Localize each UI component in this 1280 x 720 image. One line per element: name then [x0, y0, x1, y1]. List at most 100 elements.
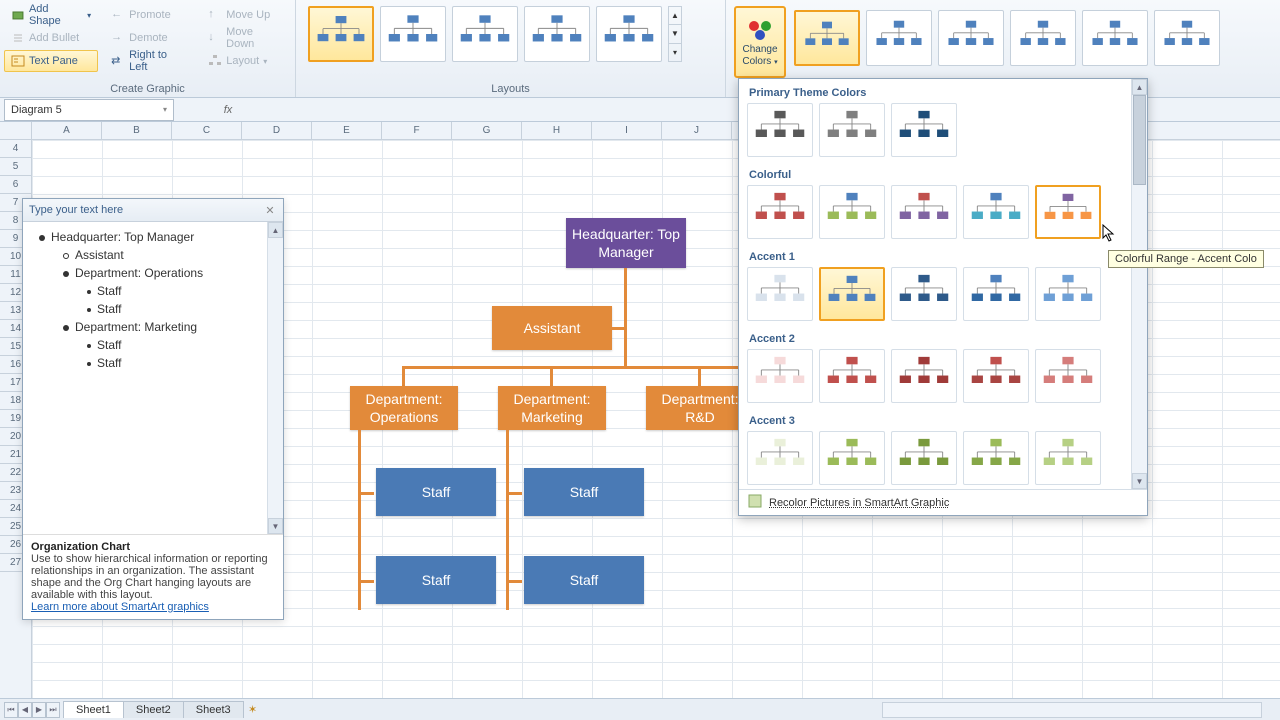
gallery-color-item[interactable] [819, 103, 885, 157]
move-down-icon: ↓ [208, 31, 222, 45]
col-header[interactable]: G [452, 122, 522, 139]
row-header[interactable]: 5 [0, 158, 31, 176]
new-sheet-button[interactable]: ✶ [244, 703, 262, 716]
text-pane-item[interactable]: Staff [27, 336, 279, 354]
color-tooltip: Colorful Range - Accent Colo [1108, 250, 1264, 268]
horizontal-scrollbar[interactable] [882, 702, 1262, 718]
col-header[interactable]: C [172, 122, 242, 139]
gallery-color-item[interactable] [891, 267, 957, 321]
gallery-color-item[interactable] [747, 267, 813, 321]
tab-nav[interactable]: ⏮◀▶⏭ [0, 702, 64, 718]
col-header[interactable]: E [312, 122, 382, 139]
col-header[interactable]: A [32, 122, 102, 139]
gallery-color-item[interactable] [891, 349, 957, 403]
layout-thumb-0[interactable] [308, 6, 374, 62]
move-up-button[interactable]: ↑Move Up [201, 4, 291, 26]
rtl-icon: ⇄ [111, 54, 125, 68]
node-staff[interactable]: Staff [376, 556, 496, 604]
node-hq[interactable]: Headquarter: Top Manager [566, 218, 686, 268]
add-bullet-button[interactable]: Add Bullet [4, 27, 98, 49]
create-graphic-label: Create Graphic [4, 81, 291, 97]
gallery-color-item[interactable] [1035, 185, 1101, 239]
style-thumb-0[interactable] [794, 10, 860, 66]
learn-more-link[interactable]: Learn more about SmartArt graphics [31, 601, 209, 613]
gallery-color-item[interactable] [1035, 349, 1101, 403]
sheet-tab[interactable]: Sheet2 [123, 701, 184, 718]
node-dept-ops[interactable]: Department: Operations [350, 386, 458, 430]
text-pane-button[interactable]: Text Pane [4, 50, 98, 72]
layout-thumb-4[interactable] [596, 6, 662, 62]
style-thumb-2[interactable] [938, 10, 1004, 66]
style-thumb-3[interactable] [1010, 10, 1076, 66]
gallery-section-label: Accent 2 [747, 329, 1123, 347]
color-gallery: Primary Theme ColorsColorfulAccent 1Acce… [738, 78, 1148, 516]
row-header[interactable]: 4 [0, 140, 31, 158]
gallery-color-item[interactable] [819, 431, 885, 485]
add-shape-button[interactable]: Add Shape▾ [4, 4, 98, 26]
text-pane-item[interactable]: Headquarter: Top Manager [27, 228, 279, 246]
text-pane-item[interactable]: Department: Operations [27, 264, 279, 282]
gallery-color-item[interactable] [819, 267, 885, 321]
gallery-color-item[interactable] [963, 349, 1029, 403]
col-header[interactable]: I [592, 122, 662, 139]
layout-thumb-3[interactable] [524, 6, 590, 62]
gallery-color-item[interactable] [819, 349, 885, 403]
gallery-color-item[interactable] [963, 431, 1029, 485]
name-box[interactable]: Diagram 5▾ [4, 99, 174, 121]
node-dept-mkt[interactable]: Department: Marketing [498, 386, 606, 430]
text-pane-item[interactable]: Staff [27, 354, 279, 372]
style-thumb-1[interactable] [866, 10, 932, 66]
rtl-button[interactable]: ⇄Right to Left [104, 50, 195, 72]
promote-button[interactable]: ←Promote [104, 4, 195, 26]
col-header[interactable]: J [662, 122, 732, 139]
text-pane-item[interactable]: Assistant [27, 246, 279, 264]
layout-thumb-2[interactable] [452, 6, 518, 62]
text-pane-title: Type your text here [29, 204, 123, 216]
text-pane-scrollbar[interactable]: ▲ ▼ [267, 222, 283, 534]
gallery-color-item[interactable] [1035, 267, 1101, 321]
gallery-section-label: Primary Theme Colors [747, 83, 1123, 101]
col-header[interactable]: H [522, 122, 592, 139]
gallery-color-item[interactable] [891, 431, 957, 485]
fx-icon[interactable]: fx [218, 104, 238, 116]
close-icon[interactable]: ✕ [263, 203, 277, 217]
gallery-color-item[interactable] [747, 349, 813, 403]
text-pane-item[interactable]: Staff [27, 282, 279, 300]
gallery-color-item[interactable] [963, 267, 1029, 321]
layouts-label: Layouts [300, 81, 721, 97]
col-header[interactable]: B [102, 122, 172, 139]
gallery-color-item[interactable] [819, 185, 885, 239]
text-pane-item[interactable]: Department: Marketing [27, 318, 279, 336]
node-staff[interactable]: Staff [376, 468, 496, 516]
style-thumb-5[interactable] [1154, 10, 1220, 66]
col-header[interactable]: D [242, 122, 312, 139]
layout-button[interactable]: Layout▾ [201, 50, 291, 72]
sheet-tab[interactable]: Sheet1 [63, 701, 124, 718]
change-colors-button[interactable]: Change Colors ▾ [734, 6, 786, 78]
row-header[interactable]: 6 [0, 176, 31, 194]
recolor-pictures-button[interactable]: Recolor Pictures in SmartArt Graphic [769, 497, 949, 509]
gallery-color-item[interactable] [1035, 431, 1101, 485]
node-staff[interactable]: Staff [524, 556, 644, 604]
gallery-scrollbar[interactable]: ▲ ▼ [1131, 79, 1147, 489]
col-header[interactable]: F [382, 122, 452, 139]
layouts-more[interactable]: ▲▼▾ [668, 6, 682, 62]
gallery-section-label: Accent 3 [747, 411, 1123, 429]
add-shape-icon [11, 8, 25, 22]
style-thumb-4[interactable] [1082, 10, 1148, 66]
gallery-color-item[interactable] [747, 431, 813, 485]
node-staff[interactable]: Staff [524, 468, 644, 516]
gallery-color-item[interactable] [747, 103, 813, 157]
layout-thumb-1[interactable] [380, 6, 446, 62]
node-assistant[interactable]: Assistant [492, 306, 612, 350]
gallery-color-item[interactable] [747, 185, 813, 239]
gallery-color-item[interactable] [891, 103, 957, 157]
text-pane-item[interactable]: Staff [27, 300, 279, 318]
gallery-section-label: Colorful [747, 165, 1123, 183]
text-pane-icon [11, 54, 25, 68]
move-down-button[interactable]: ↓Move Down [201, 27, 291, 49]
demote-button[interactable]: →Demote [104, 27, 195, 49]
gallery-color-item[interactable] [891, 185, 957, 239]
sheet-tab[interactable]: Sheet3 [183, 701, 244, 718]
gallery-color-item[interactable] [963, 185, 1029, 239]
